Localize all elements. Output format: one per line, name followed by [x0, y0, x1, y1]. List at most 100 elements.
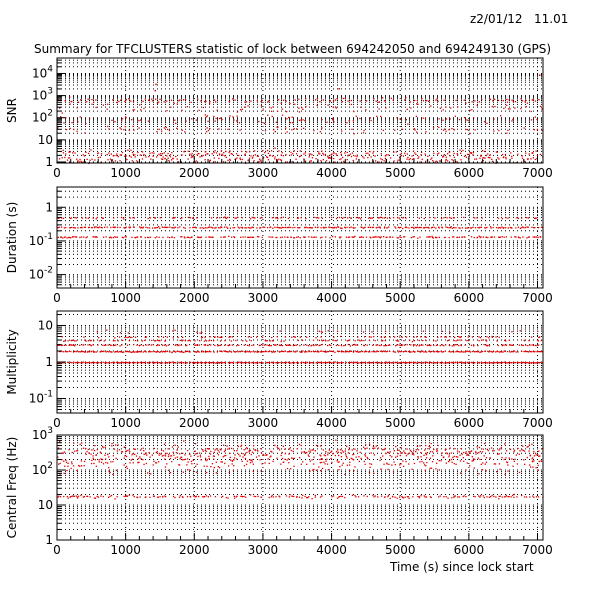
data-point — [376, 236, 378, 238]
data-point — [363, 345, 365, 347]
data-point — [404, 344, 406, 346]
data-point — [77, 495, 80, 497]
data-point — [326, 350, 328, 353]
data-point — [502, 153, 504, 156]
data-point — [105, 458, 107, 460]
data-point — [88, 452, 90, 454]
data-point — [220, 117, 222, 119]
data-point — [261, 336, 264, 338]
data-point — [492, 351, 494, 353]
data-point — [463, 236, 465, 238]
data-point — [457, 456, 459, 458]
data-point — [394, 226, 396, 228]
data-point — [276, 160, 279, 162]
data-point — [227, 497, 229, 499]
data-point — [145, 452, 147, 454]
data-point — [495, 361, 497, 364]
data-point — [298, 119, 301, 122]
data-point — [205, 450, 207, 452]
data-point — [523, 496, 526, 498]
data-point — [427, 236, 430, 238]
data-point — [451, 128, 453, 130]
data-point — [225, 496, 228, 499]
data-point — [280, 102, 282, 104]
data-point — [152, 464, 154, 466]
data-point — [219, 448, 221, 450]
data-point — [247, 362, 250, 364]
data-point — [534, 236, 536, 238]
x-tick-label: 3000 — [248, 416, 279, 430]
data-point — [310, 236, 313, 238]
data-point — [140, 236, 142, 238]
data-point — [507, 464, 509, 466]
data-point — [319, 462, 321, 464]
data-point — [288, 344, 290, 346]
plot-frame — [56, 434, 544, 541]
data-point — [108, 467, 110, 469]
data-point — [505, 158, 507, 160]
data-point — [361, 236, 363, 238]
data-point — [366, 362, 368, 364]
data-point — [263, 344, 266, 346]
data-point — [106, 362, 108, 364]
data-point — [309, 460, 311, 462]
data-point — [278, 99, 280, 101]
data-point — [375, 236, 377, 238]
data-point — [402, 496, 404, 498]
data-point — [79, 116, 81, 118]
data-point — [125, 155, 127, 157]
data-point — [292, 362, 294, 364]
data-point — [173, 237, 176, 239]
data-point — [424, 117, 427, 119]
data-point — [337, 451, 340, 453]
data-point — [286, 161, 288, 163]
data-point — [488, 345, 491, 347]
data-point — [196, 351, 198, 353]
data-point — [175, 122, 177, 124]
data-point — [513, 350, 516, 352]
data-point — [454, 448, 456, 450]
data-point — [339, 350, 341, 352]
data-point — [494, 98, 496, 100]
data-point — [71, 344, 73, 346]
data-point — [418, 496, 420, 498]
data-point — [128, 340, 130, 342]
data-point — [385, 344, 388, 347]
data-point — [290, 350, 293, 353]
data-point — [171, 159, 173, 161]
data-point — [412, 350, 415, 353]
data-point — [58, 350, 61, 353]
data-point — [229, 362, 231, 364]
data-point — [255, 456, 258, 458]
data-point — [532, 466, 534, 468]
data-point — [61, 112, 63, 114]
data-point — [354, 155, 356, 157]
data-point — [81, 161, 83, 164]
data-point — [459, 339, 461, 341]
data-point — [272, 351, 274, 353]
data-point — [306, 344, 308, 346]
data-point — [75, 495, 77, 497]
data-point — [335, 153, 337, 155]
data-point — [171, 236, 173, 238]
data-point — [361, 226, 363, 228]
data-point — [311, 498, 313, 500]
data-point — [453, 340, 455, 342]
data-point — [63, 472, 65, 474]
data-point — [228, 351, 230, 353]
data-point — [485, 457, 488, 459]
data-point — [232, 361, 235, 363]
data-point — [71, 122, 73, 124]
data-point — [406, 362, 408, 364]
data-point — [339, 237, 341, 239]
data-point — [78, 464, 80, 467]
data-point — [431, 451, 434, 453]
data-point — [325, 160, 328, 162]
data-point — [274, 350, 277, 353]
data-point — [164, 339, 167, 342]
data-point — [218, 157, 220, 160]
data-point — [321, 236, 323, 238]
data-point — [424, 361, 427, 364]
data-point — [58, 344, 60, 346]
data-point — [402, 351, 405, 353]
